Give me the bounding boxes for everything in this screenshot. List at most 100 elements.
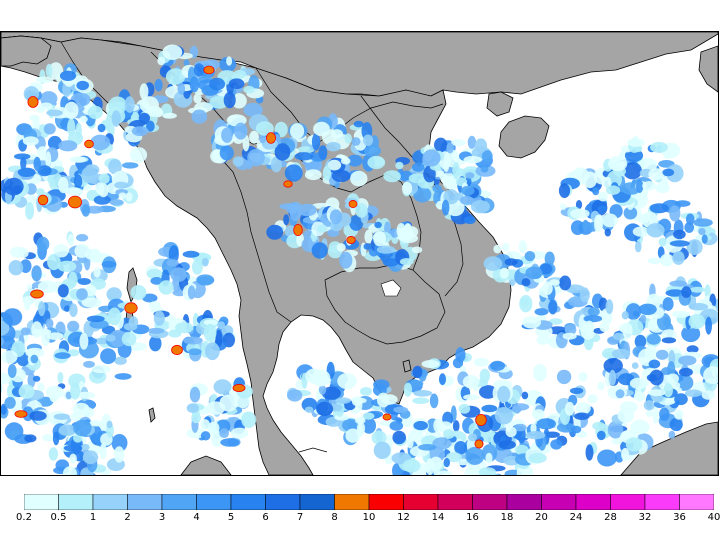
precip-cell — [587, 394, 598, 404]
precip-cell — [249, 130, 259, 144]
colorbar-swatch — [24, 494, 59, 510]
precip-cell — [205, 401, 226, 415]
precip-cell — [646, 223, 665, 238]
precip-cell — [627, 138, 645, 147]
precip-cell — [690, 286, 706, 293]
precip-cell — [67, 118, 76, 137]
precip-cell — [652, 406, 659, 424]
precip-cell — [646, 333, 661, 345]
precipitation-map — [0, 31, 719, 476]
precip-cell — [79, 332, 89, 350]
precip-cell — [637, 213, 650, 224]
precip-cell — [351, 137, 361, 146]
precip-cell — [65, 391, 72, 400]
precip-cell — [158, 280, 174, 295]
precip-cell — [624, 149, 644, 162]
precip-cell — [329, 209, 343, 225]
colorbar-tick-label: 40 — [707, 512, 720, 523]
colorbar-legend — [24, 494, 714, 510]
precip-cell — [582, 219, 589, 232]
precip-cell — [347, 154, 363, 167]
precip-cell — [377, 392, 390, 408]
precip-hotspot — [14, 410, 28, 418]
precip-cell — [8, 260, 24, 276]
precip-cell — [663, 383, 673, 398]
precip-cell — [113, 446, 125, 463]
precip-cell — [186, 403, 199, 413]
precip-cell — [455, 347, 466, 363]
precip-cell — [336, 243, 346, 252]
precip-cell — [124, 96, 135, 113]
precip-cell — [434, 137, 448, 153]
precip-cell — [162, 44, 183, 60]
precip-cell — [93, 195, 111, 205]
precip-cell — [384, 221, 391, 235]
colorbar-labels: 0.2 0.5 1 2 3 4 5 6 7 8 10 12 14 16 18 20 24 28 32 36 40 — [0, 512, 720, 528]
precip-cell — [357, 429, 364, 437]
precip-cell — [89, 420, 103, 427]
precip-cell — [662, 297, 674, 311]
precip-cell — [432, 437, 452, 450]
precip-cell — [232, 156, 244, 167]
precip-cell — [33, 156, 41, 171]
precip-cell — [678, 355, 697, 366]
precip-cell — [14, 153, 31, 160]
precip-cell — [339, 251, 353, 269]
precip-cell — [621, 447, 630, 462]
precip-cell — [373, 441, 391, 459]
precip-cell — [287, 389, 303, 402]
land-luzon — [698, 45, 718, 93]
precip-cell — [575, 402, 591, 415]
precip-cell — [703, 366, 718, 385]
colorbar-swatch — [58, 494, 94, 510]
precip-cell — [629, 377, 649, 389]
precip-cell — [443, 159, 450, 172]
precip-cell — [522, 316, 542, 329]
colorbar-swatches — [24, 494, 714, 510]
precip-cell — [207, 421, 220, 435]
precip-cell — [468, 433, 478, 442]
precip-cell — [504, 258, 518, 266]
precip-cell — [362, 417, 376, 434]
precip-cell — [519, 295, 533, 313]
colorbar-tick-label: 24 — [569, 512, 583, 523]
precip-cell — [465, 446, 485, 465]
colorbar-tick-label: 4 — [193, 512, 200, 523]
precip-cell — [270, 156, 282, 173]
precip-cell — [668, 430, 676, 439]
precip-cell — [313, 121, 330, 137]
precip-cell — [90, 134, 111, 151]
precip-cell — [539, 263, 553, 275]
precip-cell — [63, 444, 83, 452]
precip-cell — [30, 354, 39, 364]
precip-cell — [463, 394, 480, 401]
colorbar-tick-label: 32 — [638, 512, 652, 523]
precip-cell — [493, 244, 502, 254]
precip-cell — [183, 59, 190, 67]
colorbar-tick-label: 14 — [431, 512, 445, 523]
precip-cell — [170, 267, 187, 282]
precip-cell — [234, 122, 248, 140]
precip-cell — [266, 224, 284, 240]
precip-cell — [31, 321, 43, 338]
precip-cell — [479, 385, 497, 399]
colorbar-swatch — [196, 494, 232, 510]
precip-cell — [452, 420, 460, 432]
precip-cell — [45, 63, 53, 78]
precip-cell — [490, 360, 505, 371]
precip-cell — [587, 307, 600, 317]
precip-cell — [81, 297, 102, 308]
precip-cell — [189, 76, 200, 93]
precip-cell — [446, 452, 462, 463]
precip-cell — [114, 356, 127, 365]
precip-cell — [80, 443, 90, 451]
precip-cell — [188, 348, 202, 356]
precip-cell — [304, 169, 322, 181]
precip-cell — [219, 145, 234, 161]
colorbar-swatch — [437, 494, 473, 510]
precip-cell — [59, 70, 77, 81]
precip-cell — [138, 112, 150, 124]
colorbar-tick-label: 8 — [331, 512, 338, 523]
precip-cell — [463, 155, 483, 164]
precip-cell — [460, 185, 475, 196]
